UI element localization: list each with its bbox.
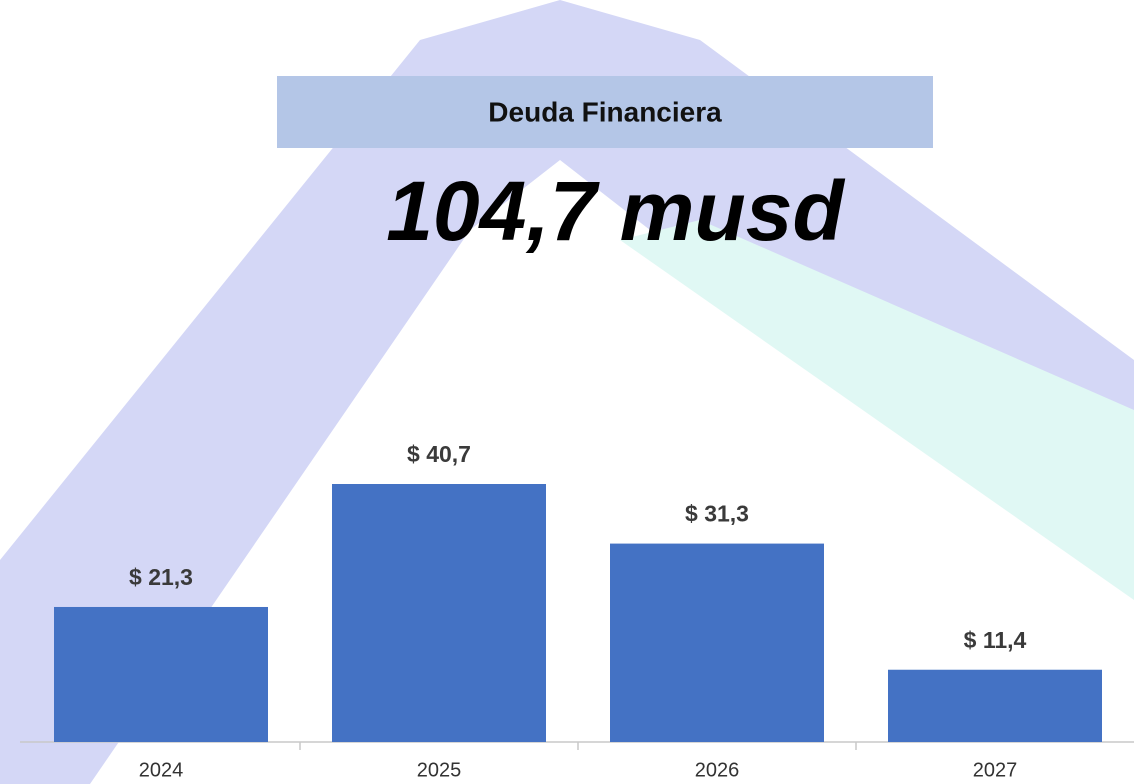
value-label: $ 31,3 [685,501,749,527]
value-label: $ 21,3 [129,564,193,590]
chart-title: Deuda Financiera [488,96,722,127]
background-band [620,220,1134,600]
value-label: $ 40,7 [407,441,471,467]
headline: 104,7 musd [386,164,845,258]
x-tick-label: 2024 [139,759,184,781]
x-tick-label: 2027 [973,759,1018,781]
bar [888,669,1102,742]
title-box [277,76,933,148]
x-tick-label: 2026 [695,759,740,781]
bar [610,543,824,742]
value-label: $ 11,4 [964,627,1027,653]
x-tick-label: 2025 [417,759,462,781]
bar [332,484,546,742]
bar [54,606,268,742]
